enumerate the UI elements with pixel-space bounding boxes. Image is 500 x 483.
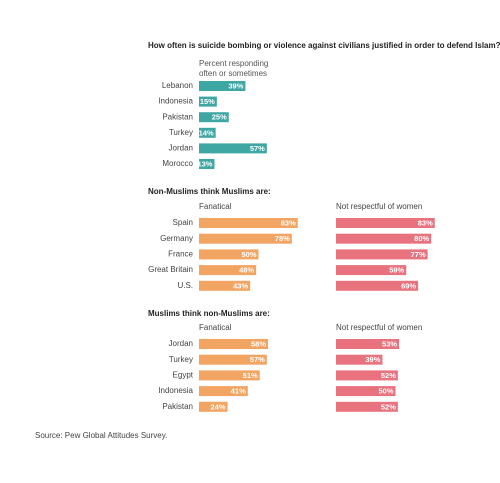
value-label: 69% [401, 281, 416, 290]
bar [199, 249, 259, 260]
category-label: Great Britain [148, 265, 193, 274]
category-label: Morocco [162, 159, 193, 168]
legend-label: Not respectful of women [336, 202, 422, 211]
bar [199, 81, 246, 91]
bar [199, 354, 267, 365]
value-label: 50% [241, 250, 256, 259]
legend-label: Not respectful of women [336, 323, 422, 332]
value-label: 15% [200, 97, 215, 106]
value-label: 80% [414, 234, 429, 243]
chart-title: Non-Muslims think Muslims are: [148, 187, 271, 196]
value-label: 57% [250, 144, 265, 153]
bar [336, 249, 428, 260]
bar [336, 386, 396, 397]
category-label: Germany [160, 234, 193, 243]
bar [336, 401, 398, 412]
category-label: Egypt [173, 371, 194, 380]
bar [199, 127, 216, 138]
value-label: 13% [197, 159, 212, 168]
chart-title: Muslims think non-Muslims are: [148, 309, 270, 318]
category-label: Pakistan [162, 402, 193, 411]
value-label: 41% [231, 387, 246, 396]
value-label: 25% [212, 113, 227, 122]
bar [199, 265, 257, 276]
value-label: 51% [243, 371, 258, 380]
bar [199, 370, 260, 381]
bar [336, 339, 400, 349]
category-label: Turkey [169, 128, 193, 137]
value-label: 43% [233, 281, 248, 290]
category-label: Jordan [169, 144, 193, 153]
bar [199, 96, 217, 107]
value-label: 57% [250, 355, 265, 364]
bar [199, 386, 248, 397]
category-label: Spain [173, 218, 193, 227]
bar [199, 218, 298, 228]
legend-label: Fanatical [199, 202, 232, 211]
bar [336, 265, 407, 276]
value-label: 59% [389, 266, 404, 275]
subtitle: Percent responding often or sometimes [199, 59, 269, 78]
bar [199, 112, 229, 123]
value-label: 39% [365, 355, 380, 364]
value-label: 39% [228, 81, 243, 90]
category-label: Turkey [169, 355, 193, 364]
chart-title: How often is suicide bombing or violence… [148, 41, 500, 50]
bar [336, 370, 398, 381]
value-label: 52% [381, 402, 396, 411]
bar [199, 280, 251, 291]
value-label: 48% [239, 266, 254, 275]
bar [199, 401, 228, 412]
bar [199, 143, 267, 154]
value-label: 52% [381, 371, 396, 380]
category-label: Indonesia [158, 386, 193, 395]
bar [336, 354, 383, 365]
value-label: 14% [199, 128, 214, 137]
bar [199, 233, 292, 244]
value-label: 78% [275, 234, 290, 243]
bar [199, 339, 269, 349]
value-label: 58% [251, 339, 266, 348]
source: Source: Pew Global Attitudes Survey. [35, 431, 168, 440]
value-label: 77% [411, 250, 426, 259]
bar [199, 159, 215, 169]
category-label: Indonesia [158, 97, 193, 106]
legend-label: Fanatical [199, 323, 232, 332]
value-label: 83% [418, 218, 433, 227]
bar [336, 233, 432, 244]
category-label: Jordan [169, 339, 193, 348]
bar [336, 218, 435, 228]
category-label: France [168, 250, 193, 259]
value-label: 50% [378, 387, 393, 396]
bar [336, 280, 419, 291]
value-label: 83% [281, 218, 296, 227]
value-label: 24% [211, 402, 226, 411]
category-label: Lebanon [162, 81, 193, 90]
category-label: Pakistan [162, 112, 193, 121]
value-label: 53% [382, 339, 397, 348]
category-label: U.S. [177, 281, 193, 290]
